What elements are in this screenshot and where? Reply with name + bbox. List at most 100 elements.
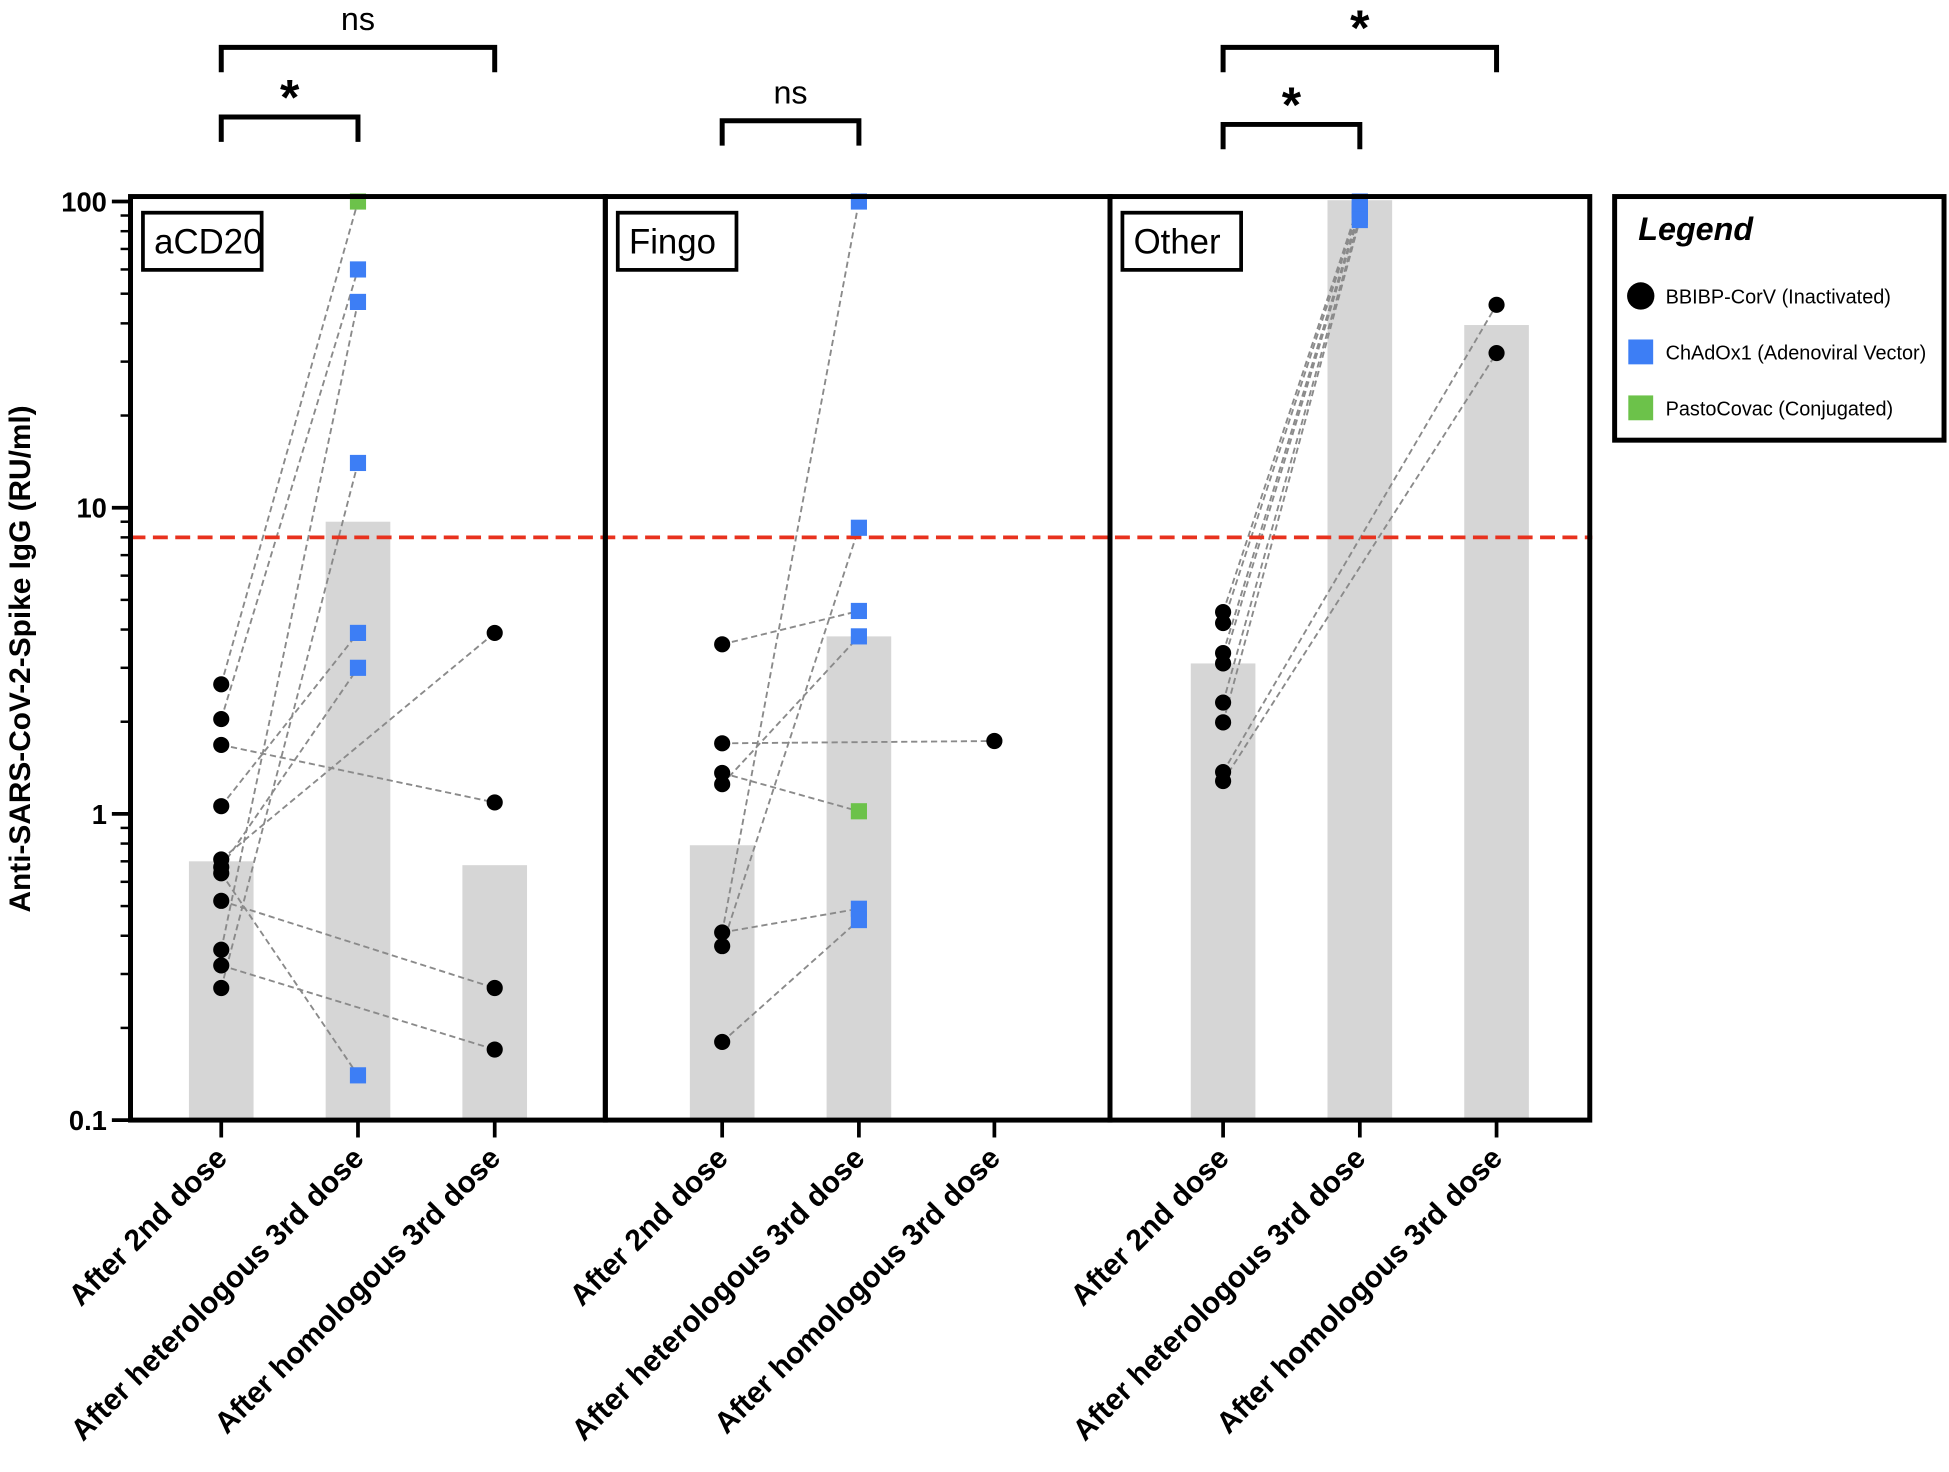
legend-entry-label: ChAdOx1 (Adenoviral Vector) (1666, 342, 1927, 364)
data-point (714, 735, 731, 752)
bar-Other-2 (1464, 325, 1529, 1121)
data-point (1488, 296, 1505, 313)
bar-aCD20-1 (325, 521, 391, 1121)
links-layer (220, 201, 1498, 1076)
data-point (349, 454, 367, 472)
data-point (213, 711, 230, 728)
legend-entry-label: PastoCovac (Conjugated) (1666, 398, 1894, 420)
panel-label-box: aCD20 (141, 210, 264, 272)
significance-label: * (1350, 0, 1370, 56)
legend-title: Legend (1638, 211, 1754, 247)
y-tick-label: 0.1 (69, 1105, 107, 1136)
data-point (1488, 344, 1505, 362)
x-tick-label: After homologous 3rd dose (1210, 1141, 1509, 1440)
connection-line (1222, 352, 1498, 782)
legend-marker (1627, 282, 1655, 310)
bar-Fingo-0 (689, 845, 755, 1121)
y-axis-label: Anti-SARS-CoV-2-Spike IgG (RU/ml) (4, 405, 37, 912)
legend-entry-label: BBIBP-CorV (Inactivated) (1666, 286, 1891, 308)
data-point (213, 736, 230, 753)
panel-label-border (615, 210, 739, 272)
connection-line (220, 899, 495, 989)
data-point (349, 293, 367, 310)
data-point (213, 979, 230, 997)
panel-frames: aCD20 Fingo Other (128, 194, 1593, 1123)
connection-line (1222, 205, 1361, 624)
connection-line (220, 667, 359, 868)
data-point (486, 1041, 503, 1058)
data-point (1351, 211, 1368, 229)
data-point (714, 924, 731, 941)
data-point (349, 1067, 367, 1084)
y-axis: 0.1 1 10 100 (61, 186, 131, 1136)
data-point (213, 865, 230, 882)
connection-line (721, 772, 860, 813)
bars-layer (188, 200, 1529, 1121)
data-point (1215, 772, 1232, 790)
bar-Other-0 (1190, 663, 1256, 1121)
data-point (714, 938, 731, 955)
connection-line (1222, 304, 1498, 773)
panel-label: aCD20 (154, 223, 262, 262)
data-point (1215, 714, 1232, 731)
data-point (213, 798, 230, 815)
legend-marker (1628, 395, 1654, 421)
y-tick-label: 1 (92, 799, 107, 830)
bar-Fingo-1 (826, 636, 892, 1121)
significance-label: ns (773, 74, 807, 110)
x-tick-label: After heterologous 3rd dose (1066, 1141, 1372, 1447)
connection-line (722, 907, 860, 934)
connection-line (220, 964, 495, 1051)
panel-label-border (1120, 210, 1243, 272)
data-point (213, 676, 230, 693)
connection-line (220, 632, 359, 807)
panel-frame (1107, 194, 1593, 1123)
significance-bracket (1220, 121, 1363, 150)
legend: Legend BBIBP-CorV (Inactivated) ChAdOx1 (… (1612, 194, 1947, 443)
legend-marker (1628, 339, 1654, 365)
data-point (850, 911, 867, 929)
data-point (1215, 655, 1232, 672)
significance-bracket (719, 118, 862, 146)
significance-label: * (1282, 77, 1302, 133)
x-tick-label: After heterologous 3rd dose (65, 1141, 371, 1447)
x-tick-label: After homologous 3rd dose (208, 1141, 507, 1440)
data-point (714, 764, 731, 782)
connection-line (721, 527, 860, 947)
connection-line (220, 301, 359, 950)
connection-line (220, 269, 359, 720)
data-point (714, 636, 731, 653)
data-point (850, 803, 867, 820)
data-point (486, 979, 503, 997)
connection-line (221, 743, 495, 804)
y-tick-label: 100 (61, 186, 107, 217)
data-point (213, 892, 230, 909)
points-layer (213, 193, 1505, 1084)
data-point (850, 628, 867, 645)
x-tick-label: After homologous 3rd dose (708, 1141, 1007, 1440)
connection-line (721, 610, 860, 646)
significance-bracket (218, 44, 498, 73)
connection-line (220, 462, 359, 989)
connection-line (1222, 212, 1361, 664)
data-point (349, 261, 367, 278)
connection-line (721, 919, 860, 1043)
data-point (850, 602, 867, 620)
data-point (1215, 694, 1232, 711)
significance-label: ns (341, 1, 375, 37)
data-point (850, 519, 867, 536)
connection-line (721, 635, 860, 785)
connection-line (1222, 219, 1361, 723)
data-point (486, 624, 503, 641)
data-point (213, 957, 230, 974)
y-tick-label: 10 (76, 493, 106, 524)
connection-line (722, 740, 995, 745)
data-point (714, 776, 731, 793)
panel-label-box: Other (1120, 210, 1243, 272)
x-tick-label: After heterologous 3rd dose (566, 1141, 872, 1447)
panel-label-border (141, 210, 264, 272)
panel-label: Other (1134, 223, 1221, 262)
data-point (1215, 614, 1232, 632)
connection-line (220, 872, 359, 1076)
